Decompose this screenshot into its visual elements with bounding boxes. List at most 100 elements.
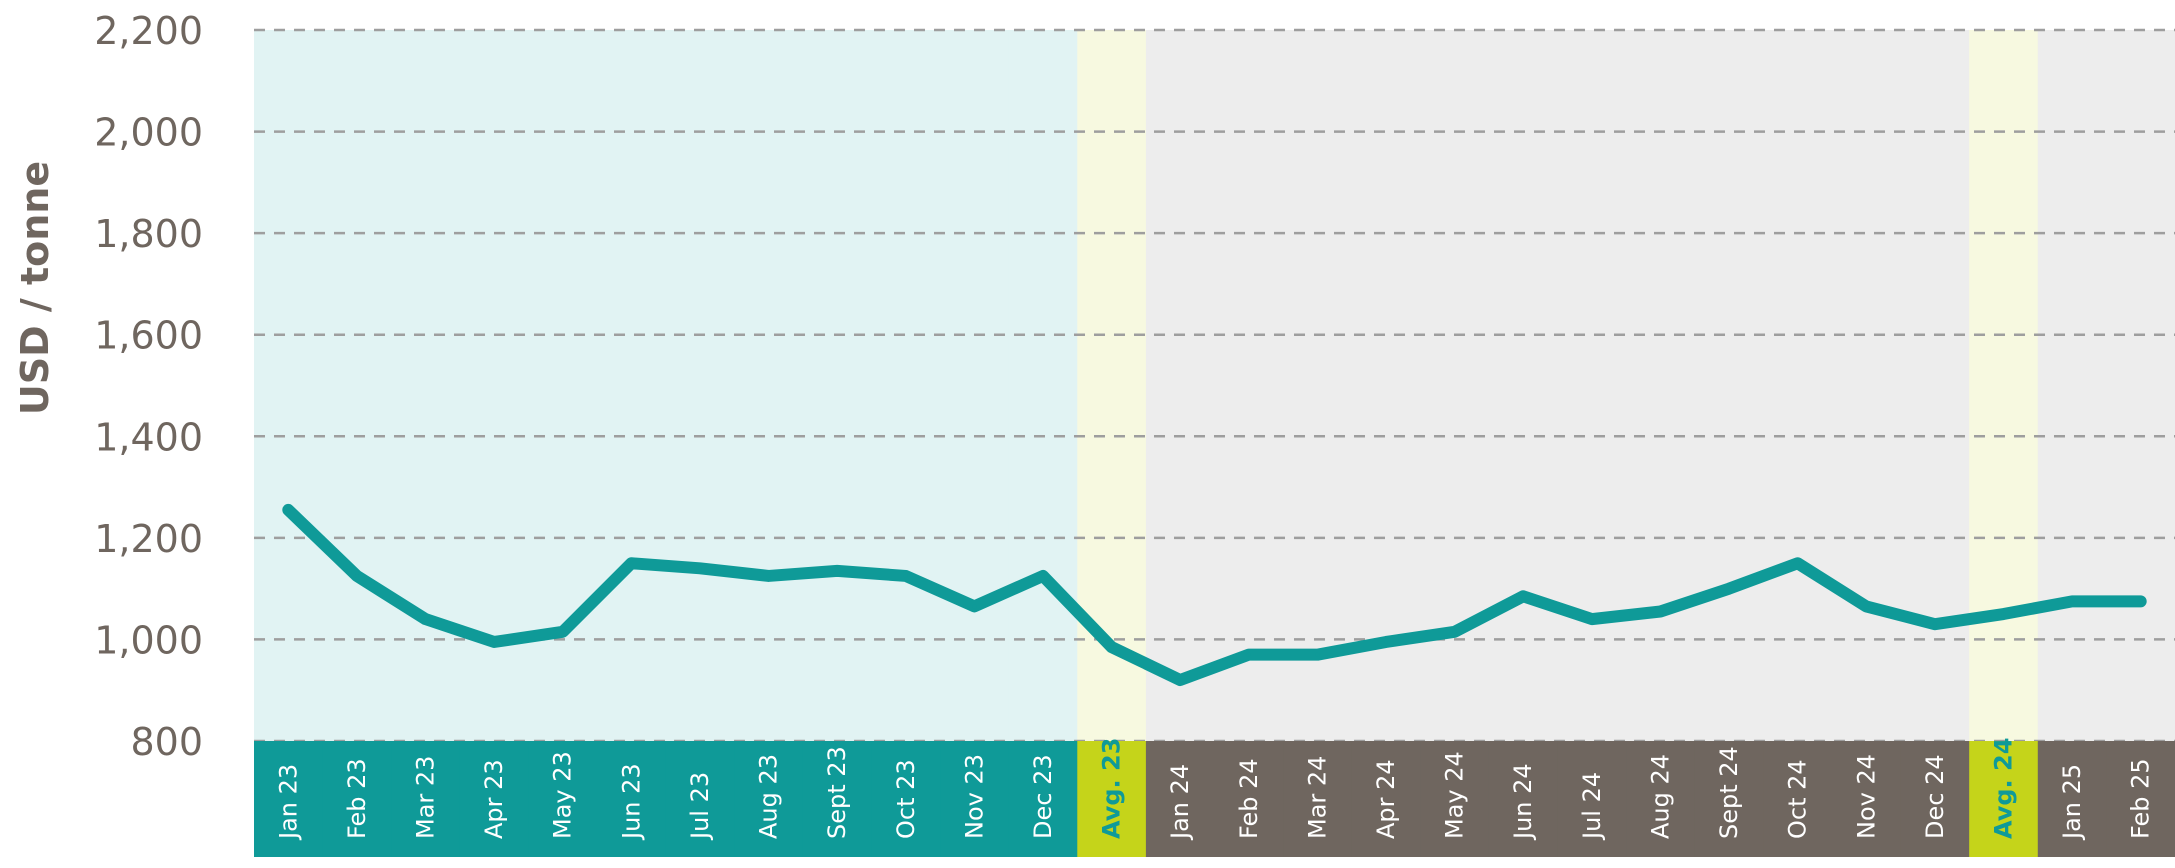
x-tick-label: Jul 23 xyxy=(686,772,714,841)
data-point xyxy=(2001,612,2006,617)
x-axis-cell xyxy=(1900,741,1970,857)
x-tick-label: Jan 24 xyxy=(1166,764,1194,841)
x-axis-cell xyxy=(734,741,804,857)
data-point xyxy=(423,617,428,622)
data-point xyxy=(835,568,840,573)
y-tick-label: 2,200 xyxy=(94,9,203,53)
data-point xyxy=(629,561,634,566)
x-axis-cell xyxy=(1557,741,1627,857)
band-feb-25 xyxy=(2106,30,2175,741)
x-axis-cell xyxy=(2106,741,2175,857)
x-tick-label: Aug 23 xyxy=(755,754,783,839)
band-aug-23 xyxy=(734,30,804,741)
band-apr-24 xyxy=(1351,30,1421,741)
data-point xyxy=(1315,652,1320,657)
x-axis-cell xyxy=(597,741,667,857)
band-nov-24 xyxy=(1831,30,1902,741)
x-tick-label: Dec 24 xyxy=(1921,754,1949,839)
y-tick-label: 800 xyxy=(130,720,203,764)
x-axis-cell xyxy=(1145,741,1216,857)
band-jul-23 xyxy=(665,30,735,741)
x-tick-label: Jan 23 xyxy=(274,764,302,841)
x-tick-label: Feb 24 xyxy=(1235,758,1263,839)
x-axis-cell xyxy=(528,741,598,857)
data-point xyxy=(1452,629,1457,634)
x-axis-cell xyxy=(391,741,461,857)
band-jan-24 xyxy=(1145,30,1216,741)
data-point xyxy=(354,573,359,578)
x-tick-label: Sept 24 xyxy=(1715,746,1743,839)
band-avg-24 xyxy=(1969,30,2039,741)
band-may-23 xyxy=(528,30,598,741)
data-point xyxy=(1246,652,1251,657)
band-jan-23 xyxy=(254,30,324,741)
x-axis-cell xyxy=(665,741,735,857)
data-point xyxy=(1932,622,1937,627)
data-point xyxy=(1795,561,1800,566)
data-point xyxy=(286,507,291,512)
data-point xyxy=(1864,604,1869,609)
y-tick-labels: 800 1,000 1,200 1,400 1,600 1,800 2,000 2,200 xyxy=(94,9,203,764)
x-tick-label: Mar 24 xyxy=(1303,756,1331,839)
series-layer xyxy=(282,503,2147,687)
x-tick-label: Apr 24 xyxy=(1372,759,1400,839)
data-point xyxy=(903,573,908,578)
band-jan-25 xyxy=(2037,30,2107,741)
x-axis-cell xyxy=(1077,741,1147,857)
x-tick-label: Feb 23 xyxy=(343,758,371,839)
band-feb-24 xyxy=(1214,30,1284,741)
band-oct-24 xyxy=(1763,30,1833,741)
x-tick-label: Nov 24 xyxy=(1852,754,1880,839)
x-axis-cell xyxy=(802,741,873,857)
x-tick-label: Mar 23 xyxy=(412,756,440,839)
y-tick-label: 1,800 xyxy=(94,212,203,256)
x-tick-label: Jan 25 xyxy=(2058,764,2086,841)
data-point xyxy=(560,629,565,634)
data-point xyxy=(1178,678,1183,683)
x-tick-label: Jun 24 xyxy=(1509,763,1537,841)
band-jun-24 xyxy=(1488,30,1559,741)
x-tick-label: Sept 23 xyxy=(823,746,851,839)
y-tick-label: 1,400 xyxy=(94,415,203,459)
x-axis-cell xyxy=(1008,741,1078,857)
x-tick-label: Apr 23 xyxy=(480,759,508,839)
band-feb-23 xyxy=(322,30,392,741)
x-tick-label: Oct 23 xyxy=(892,759,920,839)
x-axis-cell xyxy=(1283,741,1353,857)
data-point xyxy=(1109,645,1114,650)
y-axis-title: USD / tonne xyxy=(13,161,57,415)
y-tick-label: 2,000 xyxy=(94,111,203,155)
data-point xyxy=(2138,599,2143,604)
x-axis-cell xyxy=(1763,741,1833,857)
x-axis-cell xyxy=(2037,741,2107,857)
x-axis-cell xyxy=(940,741,1010,857)
data-point xyxy=(1589,617,1594,622)
x-tick-label: Avg. 24 xyxy=(1989,738,2017,839)
y-axis-title-group: USD / tonne xyxy=(13,161,57,415)
band-jul-24 xyxy=(1557,30,1627,741)
x-axis-cell xyxy=(1626,741,1696,857)
band-dec-24 xyxy=(1900,30,1970,741)
data-point xyxy=(2070,599,2075,604)
band-mar-23 xyxy=(391,30,461,741)
x-axis-cell xyxy=(1969,741,2039,857)
data-point xyxy=(972,604,977,609)
x-tick-label: May 23 xyxy=(549,751,577,839)
x-tick-label: May 24 xyxy=(1441,751,1469,839)
x-tick-label: Jul 24 xyxy=(1578,772,1606,841)
band-sept-23 xyxy=(802,30,873,741)
data-point xyxy=(1040,573,1045,578)
x-axis-cell xyxy=(322,741,392,857)
band-oct-23 xyxy=(871,30,941,741)
data-point xyxy=(1384,639,1389,644)
x-tick-label: Oct 24 xyxy=(1784,759,1812,839)
data-point xyxy=(1658,609,1663,614)
y-tick-label: 1,600 xyxy=(94,314,203,358)
band-apr-23 xyxy=(459,30,530,741)
band-avg-23 xyxy=(1077,30,1147,741)
x-axis-cell xyxy=(1694,741,1764,857)
band-aug-24 xyxy=(1626,30,1696,741)
x-axis-cell xyxy=(1214,741,1284,857)
x-axis-cell xyxy=(254,741,324,857)
